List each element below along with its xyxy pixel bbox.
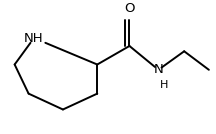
Text: H: H <box>160 80 168 90</box>
Text: NH: NH <box>24 31 44 44</box>
Text: N: N <box>154 63 163 76</box>
Text: O: O <box>124 2 135 15</box>
